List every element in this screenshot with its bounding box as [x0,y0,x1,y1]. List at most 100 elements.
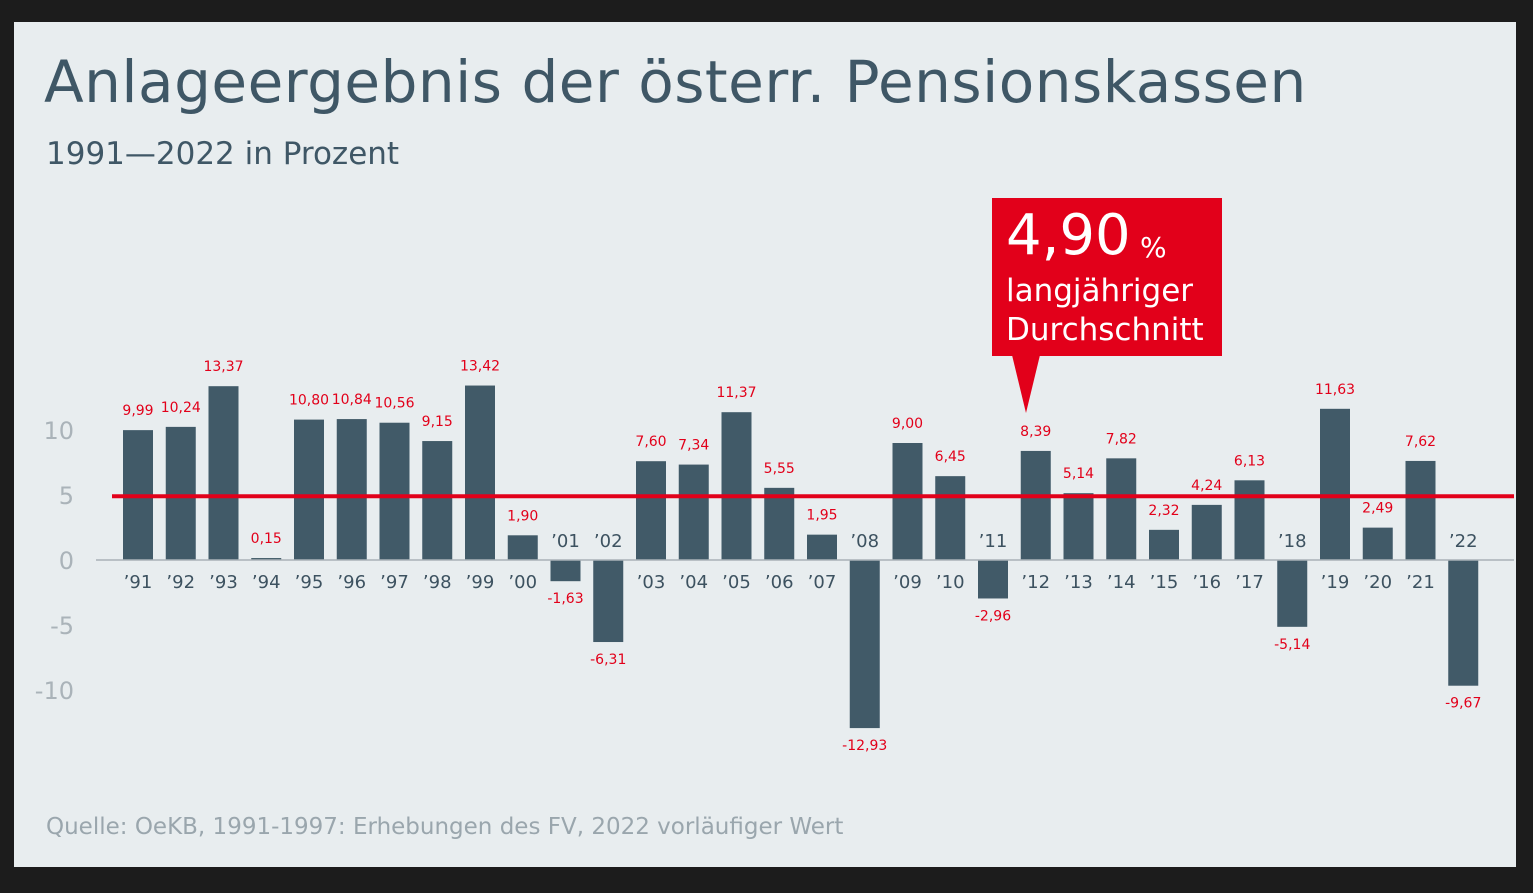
bar [1063,493,1094,560]
data-label: 7,62 [1405,434,1436,450]
data-label: -12,93 [842,738,887,754]
data-label: 9,00 [892,416,923,432]
x-tick-label: ’15 [1150,572,1179,593]
callout-label-line1: langjähriger [1006,273,1194,309]
data-label: 6,45 [935,449,966,465]
chart-title: Anlageergebnis der österr. Pensionskasse… [44,48,1307,116]
y-tick-label: 5 [59,482,74,510]
y-tick-label: -10 [35,677,74,705]
y-tick-label: 10 [43,417,74,445]
data-label: 2,49 [1362,501,1393,517]
x-tick-label: ’01 [551,531,580,552]
data-label: 0,15 [251,531,282,547]
x-tick-label: ’19 [1321,572,1350,593]
bar [807,534,837,560]
data-label: -1,63 [547,591,583,607]
x-tick-label: ’13 [1064,572,1093,593]
x-tick-label: ’94 [252,572,281,593]
x-tick-label: ’99 [466,572,495,593]
data-label: 8,39 [1020,424,1051,440]
data-label: 11,63 [1315,382,1355,398]
data-label: 6,13 [1234,453,1265,469]
x-tick-label: ’12 [1021,572,1050,593]
callout-pointer [1012,355,1040,413]
chart-subtitle: 1991—2022 in Prozent [46,136,400,172]
x-tick-label: ’92 [166,572,195,593]
bar [550,560,581,582]
x-tick-label: ’18 [1278,531,1307,552]
data-label: 13,37 [203,359,243,375]
x-tick-label: ’96 [337,572,366,593]
bar [678,464,709,560]
callout-unit: % [1140,231,1167,264]
bar [1149,529,1179,560]
bar [721,412,752,560]
data-label: 10,80 [289,393,329,409]
callout-value: 4,90 [1006,203,1131,268]
data-label: 10,24 [161,400,201,416]
callout-box [992,198,1222,356]
x-tick-label: ’98 [423,572,452,593]
x-tick-label: ’14 [1107,572,1136,593]
data-label: 5,55 [764,461,795,477]
data-label: -2,96 [975,608,1011,624]
x-tick-label: ’11 [979,531,1008,552]
y-tick-label: 0 [59,547,74,575]
bar [1191,504,1222,560]
bar [849,560,880,729]
bar [1405,460,1436,560]
bar [422,441,453,560]
x-tick-label: ’09 [893,572,922,593]
bar [1277,560,1308,627]
bar [636,461,666,560]
data-label: 1,95 [806,508,837,524]
bar [165,426,196,560]
data-label: -6,31 [590,652,626,668]
x-tick-label: ’07 [808,572,837,593]
bar [507,535,538,560]
x-tick-label: ’21 [1406,572,1435,593]
bar [465,385,495,560]
data-label: 10,84 [332,392,372,408]
x-tick-label: ’10 [936,572,965,593]
bar [593,560,624,643]
data-label: 5,14 [1063,466,1094,482]
x-tick-label: ’00 [508,572,537,593]
bar [1020,450,1051,560]
data-label: 13,42 [460,359,500,375]
x-tick-label: ’22 [1449,531,1478,552]
bar [1362,527,1393,560]
x-tick-label: ’03 [637,572,666,593]
data-label: 7,60 [635,434,666,450]
x-tick-label: ’17 [1235,572,1264,593]
source-note: Quelle: OeKB, 1991-1997: Erhebungen des … [46,814,844,840]
bar-chart: 10 5 0 -5 -10 ’91 9,99 ’92 10,24 ’93 13,37 ’94 0,15 ’… [35,359,1514,754]
bar [935,476,966,560]
bar [892,443,923,560]
data-label: 4,24 [1191,478,1222,494]
callout-label-line2: Durchschnitt [1006,312,1204,348]
data-label: 10,56 [374,396,414,412]
x-tick-label: ’02 [594,531,623,552]
bar [1234,480,1265,560]
x-tick-label: ’08 [850,531,879,552]
bar [294,419,324,560]
chart-panel: Anlageergebnis der österr. Pensionskasse… [14,22,1516,867]
bar [1448,560,1479,686]
data-label: 11,37 [716,385,756,401]
data-label: 9,99 [122,403,153,419]
x-tick-label: ’05 [722,572,751,593]
bar [1106,458,1137,560]
bar [336,419,367,560]
x-tick-label: ’95 [295,572,324,593]
bar [379,422,410,560]
data-label: 7,82 [1106,431,1137,447]
data-label: 9,15 [422,414,453,430]
data-label: 2,32 [1148,503,1179,519]
x-tick-label: ’16 [1192,572,1221,593]
x-tick-label: ’06 [765,572,794,593]
x-tick-label: ’91 [124,572,153,593]
bar [251,558,282,560]
bar [1320,408,1350,560]
bar [208,386,239,560]
